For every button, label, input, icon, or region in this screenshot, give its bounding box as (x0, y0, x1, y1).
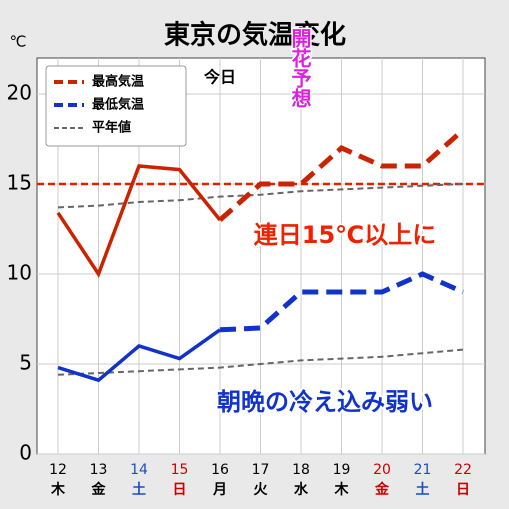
observed-line (57, 328, 222, 383)
x-weekday-label: 金 (91, 481, 107, 498)
x-weekday-label: 土 (416, 481, 430, 498)
x-tick-label: 21 (414, 462, 432, 478)
observed-line (56, 164, 222, 278)
y-tick-label: 5 (19, 351, 32, 375)
x-weekday-label: 月 (212, 482, 227, 498)
x-weekday-label: 木 (334, 481, 350, 498)
annotation: 朝晩の冷え込み弱い (217, 388, 433, 416)
legend-label: 最高気温 (92, 74, 144, 90)
annotation: 連日15℃以上に (254, 221, 436, 249)
x-tick-label: 19 (333, 462, 351, 478)
legend-label: 平年値 (92, 120, 131, 136)
x-tick-label: 20 (373, 462, 391, 478)
annotation: 開花予想 (288, 28, 312, 108)
y-unit: ℃ (10, 33, 27, 51)
y-tick-label: 0 (19, 441, 32, 465)
normal-line (57, 183, 464, 209)
x-tick-label: 17 (252, 462, 270, 478)
x-weekday-label: 日 (456, 482, 470, 498)
x-weekday-label: 金 (374, 481, 390, 498)
y-tick-label: 15 (7, 171, 32, 195)
chart-title: 東京の気温変化 (164, 20, 346, 51)
x-tick-label: 22 (454, 462, 472, 478)
y-tick-label: 10 (7, 261, 32, 285)
x-tick-label: 18 (292, 462, 310, 478)
x-weekday-label: 火 (254, 482, 269, 498)
x-tick-label: 14 (130, 462, 148, 478)
x-tick-label: 16 (211, 462, 229, 478)
x-weekday-label: 水 (294, 481, 309, 498)
today-label: 今日 (203, 68, 236, 87)
forecast-line (219, 271, 465, 333)
forecast-line (218, 128, 465, 222)
normal-line (57, 348, 464, 376)
x-tick-label: 15 (171, 462, 189, 478)
x-weekday-label: 日 (173, 482, 187, 498)
x-weekday-label: 土 (132, 481, 146, 498)
x-tick-label: 13 (90, 462, 108, 478)
x-tick-label: 12 (49, 462, 67, 478)
x-weekday-label: 木 (50, 481, 66, 498)
legend (45, 65, 187, 147)
legend-label: 最低気温 (92, 97, 144, 113)
y-tick-label: 20 (7, 81, 32, 105)
